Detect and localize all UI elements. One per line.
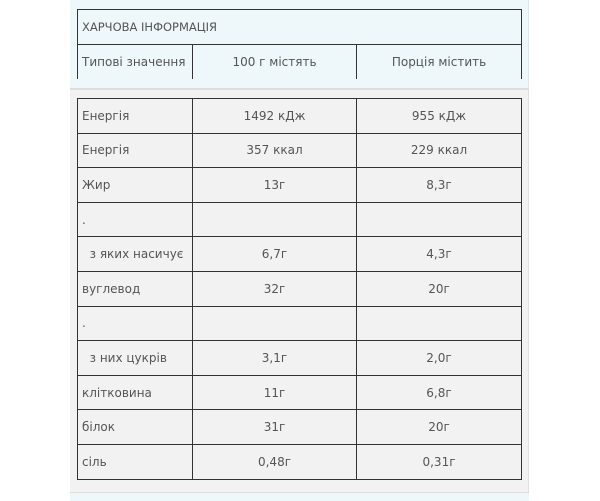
value-per-100g: 6,7г [192,236,357,272]
nutrient-name: . [77,305,193,342]
nutrient-name: Жир [77,167,193,203]
value-portion: 0,31г [356,443,522,480]
nutrient-name: з них цукрів [77,340,193,376]
value-per-100g: 32г [192,270,357,307]
nutrition-table: Енергія 1492 кДж 955 кДж Енергія 357 ккал 229… [77,98,522,480]
table-row: клітковина 11г 6,8г [77,374,522,411]
nutrient-name: Енергія [77,132,193,169]
table-row: Енергія 1492 кДж 955 кДж [77,98,522,134]
value-per-100g: 3,1г [192,340,357,376]
nutrient-name: сіль [77,443,193,480]
nutrient-name: клітковина [77,374,193,411]
table-row: . [77,201,522,238]
value-portion: 955 кДж [356,98,522,134]
column-header-typical: Типові значення [77,44,193,79]
nutrient-name: Енергія [77,98,193,134]
value-portion: 20г [356,409,522,445]
value-per-100g [192,201,357,238]
table-row: . [77,305,522,342]
column-header-per-100g: 100 г містять [192,44,357,79]
value-per-100g: 0,48г [192,443,357,480]
bottom-panel [70,492,529,501]
nutrition-header-table: ХАРЧОВА ІНФОРМАЦІЯ Типові значення 100 г… [76,9,523,79]
nutrient-name: . [77,201,193,238]
table-row: сіль 0,48г 0,31г [77,443,522,480]
value-per-100g: 1492 кДж [192,98,357,134]
value-per-100g: 357 ккал [192,132,357,169]
table-row: вуглевод 32г 20г [77,270,522,307]
value-portion: 20г [356,270,522,307]
table-row: білок 31г 20г [77,409,522,445]
value-portion: 8,3г [356,167,522,203]
nutrient-name: вуглевод [77,270,193,307]
nutrient-name: білок [77,409,193,445]
value-portion: 229 ккал [356,132,522,169]
value-per-100g [192,305,357,342]
value-portion [356,201,522,238]
divider [70,88,529,90]
column-header-portion: Порція містить [355,44,523,79]
table-row: з них цукрів 3,1г 2,0г [77,340,522,376]
value-portion: 4,3г [356,236,522,272]
value-per-100g: 13г [192,167,357,203]
table-row: Енергія 357 ккал 229 ккал [77,132,522,169]
value-portion: 2,0г [356,340,522,376]
value-per-100g: 31г [192,409,357,445]
value-portion [356,305,522,342]
value-per-100g: 11г [192,374,357,411]
value-portion: 6,8г [356,374,522,411]
table-row: з яких насичує 6,7г 4,3г [77,236,522,272]
nutrient-name: з яких насичує [77,236,193,272]
table-title: ХАРЧОВА ІНФОРМАЦІЯ [76,9,523,45]
table-row: Жир 13г 8,3г [77,167,522,203]
